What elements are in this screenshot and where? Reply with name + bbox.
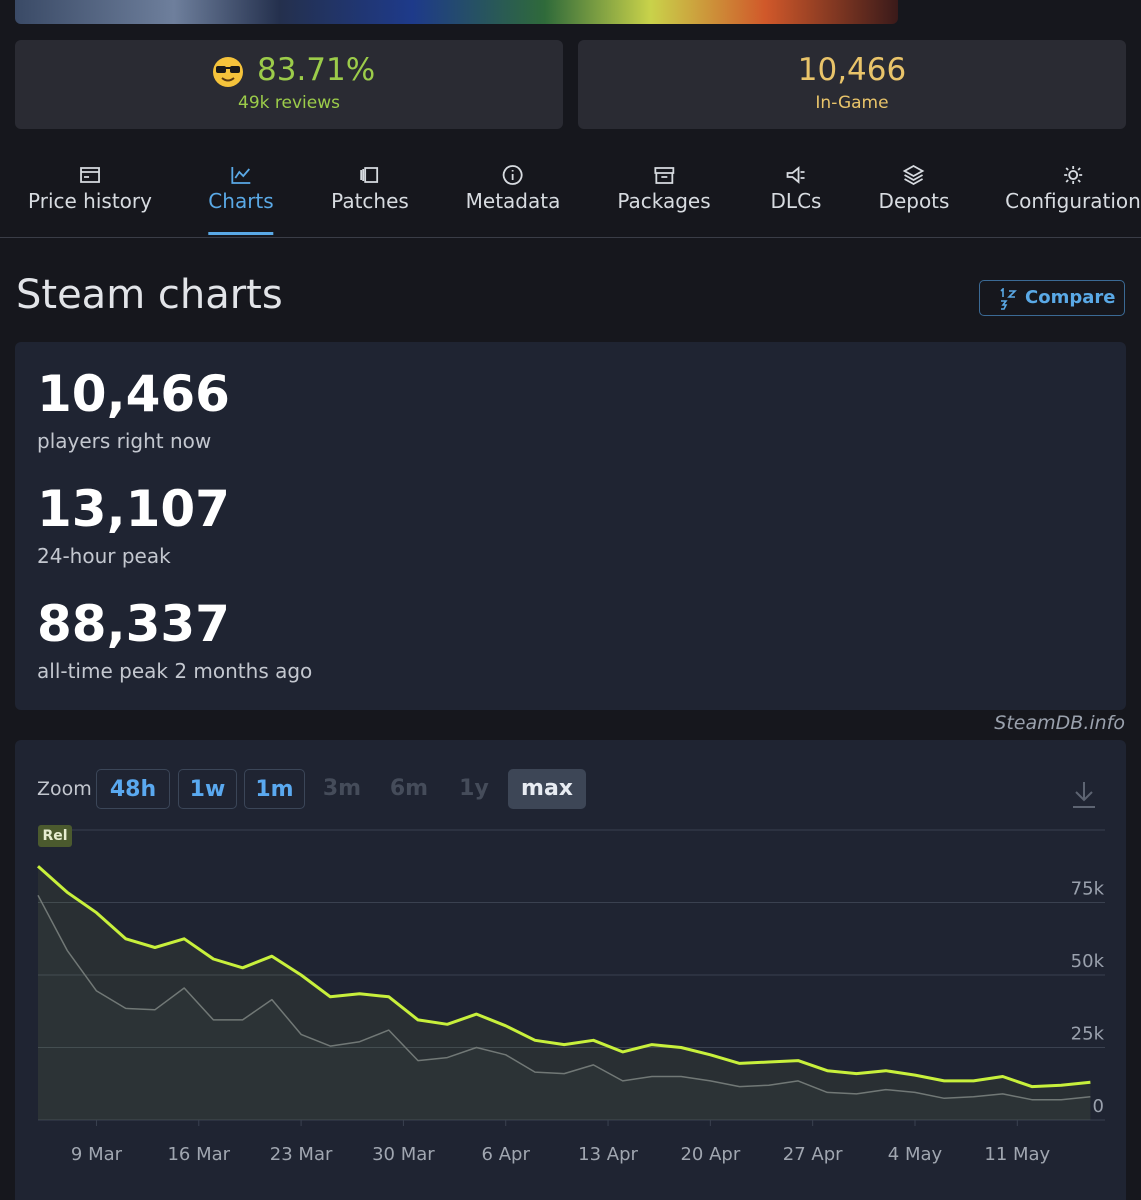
x-tick-label: 27 Apr bbox=[783, 1144, 843, 1165]
rating-card: 83.71% 49k reviews bbox=[15, 40, 563, 129]
annotation-label: Rel bbox=[42, 828, 67, 844]
x-tick-label: 20 Apr bbox=[680, 1144, 740, 1165]
stat-value: 88,337 bbox=[37, 595, 230, 653]
reviews: 49k reviews bbox=[238, 93, 340, 113]
series-line bbox=[37, 865, 1091, 1089]
source: SteamDB.info bbox=[994, 712, 1125, 734]
stat-label: 24-hour peak bbox=[37, 544, 171, 568]
zoom-button: 1y bbox=[459, 776, 489, 801]
tab[interactable]: Charts bbox=[208, 165, 274, 235]
series-area bbox=[38, 866, 1091, 1120]
tab-icon bbox=[903, 165, 925, 186]
tab[interactable]: Metadata bbox=[465, 165, 561, 213]
tab-icon bbox=[787, 166, 805, 184]
compare-icon bbox=[1000, 288, 1017, 310]
tab[interactable]: Depots bbox=[878, 165, 950, 213]
compare-button[interactable]: Compare bbox=[979, 280, 1125, 316]
stat-label: all-time peak 2 months ago bbox=[37, 659, 313, 683]
x-tick-label: 9 Mar bbox=[71, 1144, 123, 1165]
tab-underline bbox=[208, 232, 274, 235]
zoom-button: 6m bbox=[389, 776, 429, 801]
tab[interactable]: Patches bbox=[331, 165, 409, 213]
download-icon[interactable] bbox=[1070, 780, 1098, 810]
players: 10,466 bbox=[797, 52, 907, 88]
tab-label: Patches bbox=[331, 189, 409, 213]
emoji-icon bbox=[213, 57, 243, 87]
y-tick-label: 50k bbox=[1071, 951, 1105, 972]
x-tick-label: 4 May bbox=[888, 1144, 943, 1165]
x-tick-label: 30 Mar bbox=[372, 1144, 435, 1165]
tab-label: Price history bbox=[28, 189, 152, 213]
tab[interactable]: Configuration bbox=[1005, 165, 1141, 213]
chart-panel bbox=[15, 740, 1126, 1200]
x-tick-label: 16 Mar bbox=[167, 1144, 230, 1165]
series-area bbox=[38, 895, 1091, 1120]
banner-image bbox=[15, 0, 898, 24]
y-tick-label: 75k bbox=[1071, 879, 1105, 900]
tab[interactable]: Packages bbox=[617, 165, 711, 213]
tab-label: Depots bbox=[878, 189, 950, 213]
y-tick-label: 0 bbox=[1093, 1096, 1104, 1117]
tab-icon bbox=[503, 165, 523, 185]
zoom-label: Zoom bbox=[37, 778, 92, 800]
stat-value: 10,466 bbox=[37, 365, 230, 423]
tab-icon bbox=[654, 167, 674, 184]
zoom-button[interactable]: max bbox=[508, 769, 586, 809]
tab-label: Metadata bbox=[465, 189, 561, 213]
tab-label: DLCs bbox=[770, 189, 822, 213]
tab-icon bbox=[80, 167, 100, 183]
stat-value: 13,107 bbox=[37, 480, 230, 538]
tab-icon bbox=[231, 167, 250, 184]
x-tick-label: 23 Mar bbox=[270, 1144, 333, 1165]
tab-label: Configuration bbox=[1005, 189, 1141, 213]
tab-icon bbox=[360, 167, 378, 183]
players-card: 10,466 In-Game bbox=[578, 40, 1126, 129]
annotation-flag bbox=[38, 825, 72, 847]
zoom-button[interactable]: 48h bbox=[96, 769, 170, 809]
zoom-button: 3m bbox=[322, 776, 362, 801]
zoom-button[interactable]: 1w bbox=[178, 769, 237, 809]
stats-panel bbox=[15, 342, 1126, 710]
y-tick-label: 25k bbox=[1071, 1024, 1105, 1045]
tab[interactable]: DLCs bbox=[770, 165, 822, 213]
tab-divider bbox=[0, 237, 1141, 238]
stat-label: players right now bbox=[37, 429, 212, 453]
series-line bbox=[37, 894, 1091, 1101]
tab-label: Packages bbox=[617, 189, 711, 213]
tab-icon bbox=[1063, 166, 1082, 184]
tab[interactable]: Price history bbox=[28, 165, 152, 213]
compare-label: Compare bbox=[1025, 287, 1116, 308]
x-tick-label: 6 Apr bbox=[482, 1144, 531, 1165]
x-tick-label: 13 Apr bbox=[578, 1144, 638, 1165]
rating: 83.71% bbox=[257, 52, 376, 88]
heading: Steam charts bbox=[16, 272, 283, 318]
players-label: In-Game bbox=[815, 93, 889, 113]
x-tick-label: 11 May bbox=[984, 1144, 1050, 1165]
chart: 0 25k 50k 75k 9 Mar 16 Mar 23 Mar 30 Mar 6 Apr 13… bbox=[37, 825, 1105, 1165]
zoom-button[interactable]: 1m bbox=[244, 769, 305, 809]
tab-label: Charts bbox=[208, 189, 274, 213]
